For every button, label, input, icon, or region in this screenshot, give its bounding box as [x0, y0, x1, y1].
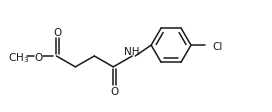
Text: O: O — [34, 53, 43, 62]
Text: O: O — [110, 86, 118, 96]
Text: NH: NH — [125, 47, 140, 57]
Text: O: O — [53, 28, 61, 38]
Text: CH$_3$: CH$_3$ — [8, 51, 29, 64]
Text: Cl: Cl — [213, 42, 223, 52]
